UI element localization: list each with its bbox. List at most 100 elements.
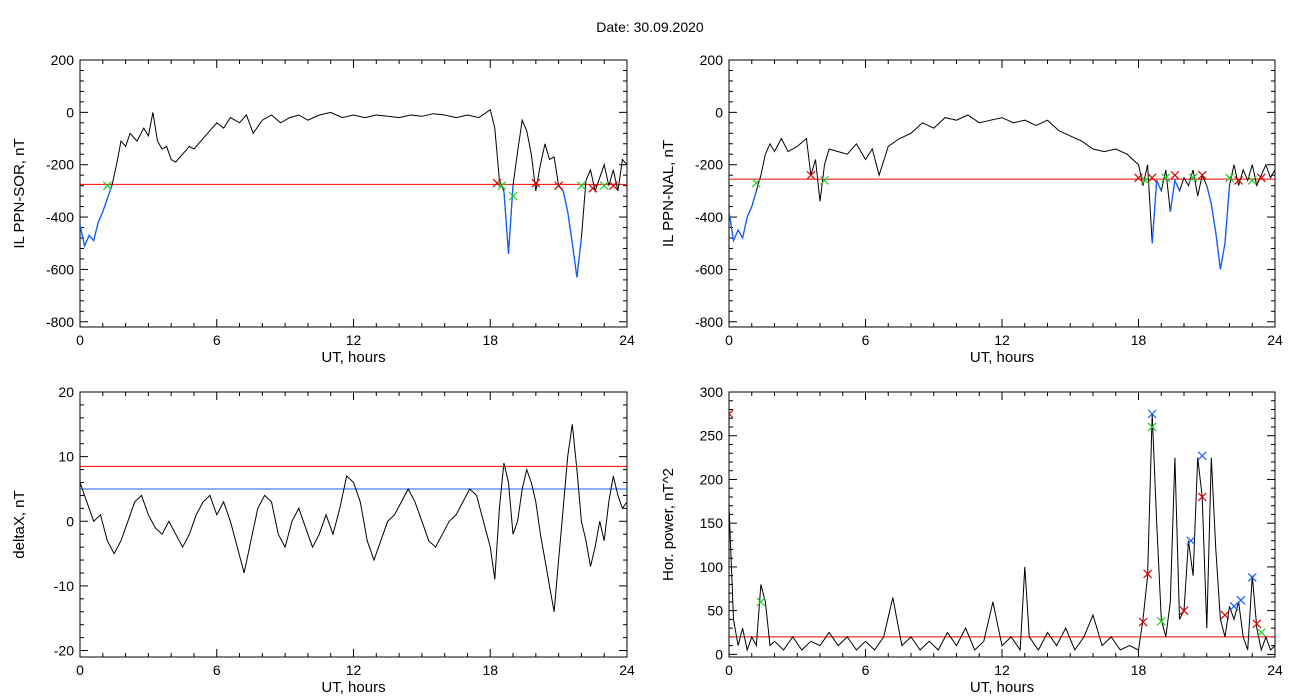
x-tick-label: 6 <box>213 662 221 678</box>
event-marker-red <box>729 409 734 419</box>
x-tick-label: 18 <box>482 332 498 348</box>
y-axis-label: IL PPN-NAL, nT <box>660 140 677 247</box>
event-marker-green <box>820 175 829 185</box>
event-marker-blue <box>1147 409 1157 419</box>
chart-sor: 0 6 12 18 24 -800 -600 -400 -200 0 200 UT, hours IL … <box>11 52 635 366</box>
y-tick-label: -600 <box>695 261 723 277</box>
event-marker-green <box>1156 616 1166 626</box>
event-marker-green <box>576 181 586 191</box>
x-tick-label: 12 <box>346 662 362 678</box>
y-tick-label: -20 <box>54 643 74 659</box>
x-tick-label: 18 <box>1131 332 1147 348</box>
y-tick-label: -10 <box>54 578 74 594</box>
y-axis-label: Hor. power, nT^2 <box>660 468 677 581</box>
event-marker-red <box>531 178 541 188</box>
x-axis-label: UT, hours <box>970 349 1034 366</box>
x-tick-label: 0 <box>725 662 733 678</box>
event-marker-green <box>497 181 507 191</box>
event-marker-green <box>1161 173 1171 183</box>
x-tick-label: 12 <box>994 662 1010 678</box>
plot-frame <box>728 391 1276 658</box>
chart-nal: 0 6 12 18 24 -800 -600 -400 -200 0 200 UT, hours IL … <box>660 52 1283 366</box>
event-marker-green <box>1256 628 1266 637</box>
event-marker-red <box>1252 619 1262 629</box>
event-marker-green <box>1140 175 1150 185</box>
x-tick-label: 6 <box>862 662 870 678</box>
y-tick-label: 200 <box>700 52 724 68</box>
x-tick-label: 0 <box>76 332 84 348</box>
x-tick-label: 6 <box>213 332 221 348</box>
x-tick-label: 12 <box>346 332 362 348</box>
below-threshold-segment <box>80 185 113 249</box>
x-axis-label: UT, hours <box>970 679 1034 696</box>
event-marker-red <box>554 181 564 191</box>
event-marker-red <box>492 178 502 188</box>
y-tick-label: 20 <box>58 384 74 400</box>
below-threshold-segment <box>1169 178 1181 212</box>
event-marker-blue <box>1197 451 1207 461</box>
event-marker-green <box>102 181 112 191</box>
y-tick-label: -200 <box>695 157 723 173</box>
event-marker-red <box>1143 569 1153 579</box>
y-tick-label: 250 <box>700 428 724 444</box>
x-tick-label: 12 <box>994 332 1010 348</box>
y-tick-label: -400 <box>46 209 74 225</box>
series-line-0 <box>80 424 627 612</box>
event-marker-red <box>1220 610 1230 620</box>
x-axis-label: UT, hours <box>321 349 385 366</box>
x-tick-label: 24 <box>1267 332 1283 348</box>
plot-frame <box>728 59 1276 328</box>
series-line-0 <box>729 114 1275 270</box>
event-marker-red <box>608 181 618 191</box>
event-marker-green <box>756 597 766 607</box>
x-tick-label: 24 <box>619 332 635 348</box>
y-tick-label: 0 <box>66 104 74 120</box>
y-tick-label: 100 <box>700 559 724 575</box>
y-tick-label: 200 <box>700 471 724 487</box>
plot-area <box>729 409 1275 652</box>
y-tick-label: -600 <box>46 261 74 277</box>
event-marker-red <box>588 183 598 193</box>
y-tick-label: 300 <box>700 384 724 400</box>
event-marker-green <box>751 178 761 188</box>
series-line-0 <box>80 108 627 278</box>
y-tick-label: 0 <box>66 513 74 529</box>
x-tick-label: 24 <box>1267 662 1283 678</box>
plot-frame <box>79 59 628 328</box>
plot-area <box>729 114 1275 270</box>
event-marker-blue <box>1247 572 1257 582</box>
y-tick-label: 200 <box>51 52 75 68</box>
event-marker-green <box>508 191 518 201</box>
y-tick-label: -400 <box>695 209 723 225</box>
event-marker-blue <box>1186 536 1196 546</box>
event-marker-green <box>1147 422 1157 432</box>
event-marker-red <box>1234 175 1244 185</box>
y-tick-label: 0 <box>715 104 723 120</box>
event-marker-red <box>1147 173 1157 183</box>
figure-title: Date: 30.09.2020 <box>596 19 704 35</box>
y-axis-label: IL PPN-SOR, nT <box>11 138 28 248</box>
y-axis-label: deltaX, nT <box>11 490 28 558</box>
below-threshold-segment <box>1206 185 1231 270</box>
event-marker-green <box>1188 173 1198 183</box>
event-marker-red <box>1134 173 1143 183</box>
event-marker-red <box>806 170 816 180</box>
y-tick-label: -800 <box>695 314 723 330</box>
event-marker-red <box>1170 170 1180 180</box>
y-tick-label: 0 <box>715 646 723 662</box>
x-tick-label: 0 <box>725 332 733 348</box>
y-tick-label: 150 <box>700 515 724 531</box>
event-marker-red <box>1197 170 1207 180</box>
plot-area <box>80 424 627 612</box>
plot-frame <box>79 391 628 658</box>
event-marker-green <box>1247 175 1257 185</box>
x-tick-label: 0 <box>76 662 84 678</box>
event-marker-blue <box>1236 595 1246 605</box>
event-marker-red <box>1179 606 1189 616</box>
below-threshold-segment <box>1151 180 1162 244</box>
series-line-0 <box>729 413 1275 652</box>
event-marker-green <box>1225 173 1234 183</box>
plot-area <box>80 108 627 278</box>
x-tick-label: 24 <box>619 662 635 678</box>
